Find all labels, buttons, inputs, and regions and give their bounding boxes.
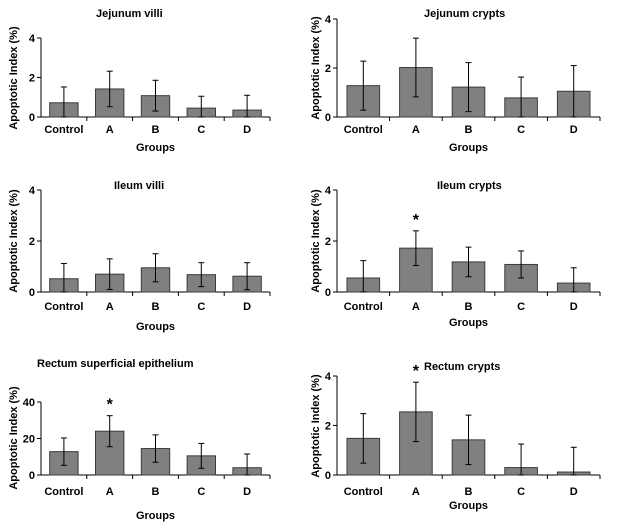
- y-tick-label: 4: [29, 33, 36, 45]
- bar: [140, 448, 171, 476]
- y-axis-label: Apoptotic Index (%): [8, 189, 20, 293]
- chart-panel-4: Ileum crypts Apoptotic Index (%)0 2 4 Contro…: [310, 180, 601, 329]
- y-tick-label: 2: [325, 421, 331, 433]
- y-tick-label: 4: [29, 185, 36, 197]
- chart-panel-2: Jejunum crypts Apoptotic Index (%) 0 2 4 Cont…: [310, 8, 601, 154]
- y-tick-label: 2: [29, 236, 35, 248]
- y-axis-label: Apoptotic Index (%): [8, 26, 20, 130]
- y-tick-label: 20: [23, 434, 35, 446]
- x-tick-label: A: [412, 486, 420, 498]
- x-tick-label: D: [243, 124, 251, 136]
- y-tick-label: 4: [325, 371, 332, 383]
- bar: [399, 411, 433, 476]
- y-axis-label: Apoptotic Index (%): [8, 386, 20, 490]
- chart-panel-3: Ileum villi Apoptotic Index (%) 0 2 4 Control…: [8, 180, 271, 333]
- y-tick-label: 2: [325, 63, 331, 75]
- x-tick-label: D: [570, 486, 578, 498]
- significance-marker: *: [413, 363, 420, 380]
- x-tick-label: C: [197, 124, 205, 136]
- chart-title: Jejunum villi: [96, 8, 163, 20]
- chart-panel-6: Rectum crypts Apoptotic Index (%) 0 2 4 Contr…: [310, 361, 601, 512]
- x-tick-label: Control: [44, 124, 83, 136]
- chart-panel-1: Jejunum villi Apoptotic Index (%) 0 2 4 Contr…: [8, 8, 271, 154]
- y-tick-label: 40: [23, 397, 35, 409]
- y-axis-label: Apoptotic Index (%): [310, 374, 322, 478]
- x-tick-label: D: [243, 301, 251, 313]
- y-axis-label: Apoptotic Index (%): [310, 189, 322, 293]
- x-tick-label: D: [243, 486, 251, 498]
- chart-title: Rectum crypts: [424, 361, 500, 373]
- y-tick-label: 4: [325, 185, 332, 197]
- x-tick-label: A: [106, 301, 114, 313]
- y-tick-label: 0: [325, 470, 331, 482]
- chart-panel-5: Rectum superficial epithelium Apoptotic I…: [8, 358, 271, 522]
- x-tick-label: C: [197, 486, 205, 498]
- y-tick-label: 0: [29, 112, 35, 124]
- x-tick-label: Control: [344, 486, 383, 498]
- x-tick-label: D: [570, 124, 578, 136]
- x-axis-label: Groups: [449, 500, 488, 512]
- significance-marker: *: [413, 212, 420, 229]
- x-tick-label: A: [412, 124, 420, 136]
- x-tick-label: B: [465, 486, 473, 498]
- x-tick-label: A: [106, 486, 114, 498]
- x-axis-label: Groups: [136, 510, 175, 522]
- x-tick-label: B: [465, 124, 473, 136]
- x-tick-label: Control: [344, 124, 383, 136]
- x-tick-label: B: [465, 301, 473, 313]
- x-tick-label: A: [106, 124, 114, 136]
- x-tick-label: Control: [44, 301, 83, 313]
- y-tick-label: 0: [325, 287, 331, 299]
- y-tick-label: 0: [29, 287, 35, 299]
- x-tick-label: C: [517, 301, 525, 313]
- significance-marker: *: [107, 397, 114, 414]
- x-axis-label: Groups: [136, 142, 175, 154]
- chart-title: Ileum villi: [114, 180, 164, 192]
- chart-title: Rectum superficial epithelium: [37, 358, 194, 370]
- y-tick-label: 0: [325, 112, 331, 124]
- x-tick-label: Control: [44, 486, 83, 498]
- y-axis-label: Apoptotic Index (%): [310, 16, 322, 120]
- y-tick-label: 4: [325, 14, 332, 26]
- x-tick-label: C: [517, 486, 525, 498]
- chart-title: Jejunum crypts: [424, 8, 505, 20]
- x-tick-label: D: [570, 301, 578, 313]
- x-axis-label: Groups: [136, 321, 175, 333]
- x-tick-label: C: [197, 301, 205, 313]
- y-tick-label: 0: [29, 470, 35, 482]
- x-axis-label: Groups: [449, 317, 488, 329]
- x-tick-label: Control: [344, 301, 383, 313]
- y-tick-label: 2: [325, 236, 331, 248]
- x-axis-label: Groups: [449, 142, 488, 154]
- y-tick-label: 2: [29, 73, 35, 85]
- x-tick-label: A: [412, 301, 420, 313]
- x-tick-label: B: [152, 301, 160, 313]
- x-tick-label: B: [152, 486, 160, 498]
- chart-title: Ileum crypts: [437, 180, 502, 192]
- x-tick-label: C: [517, 124, 525, 136]
- x-tick-label: B: [152, 124, 160, 136]
